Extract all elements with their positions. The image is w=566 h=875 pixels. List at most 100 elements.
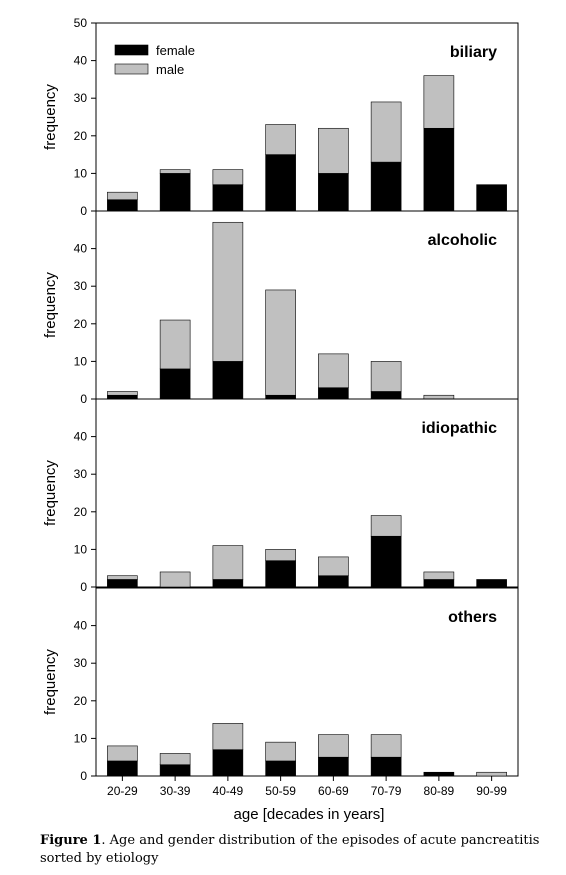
bar-male-alcoholic-70-79 — [370, 361, 402, 392]
figure-caption: Figure 1. Age and gender distribution of… — [40, 832, 550, 868]
bar-male-alcoholic-40-49 — [212, 221, 244, 362]
ytick-label: 0 — [80, 392, 87, 406]
bar-female-biliary-90-99 — [476, 184, 507, 212]
ytick-label: 40 — [74, 430, 88, 444]
bar-male-others-20-29 — [107, 745, 138, 762]
legend-label-male: male — [156, 62, 184, 77]
ytick-label: 20 — [74, 694, 88, 708]
bar-female-biliary-30-39 — [159, 173, 191, 212]
bar-male-others-50-59 — [265, 741, 296, 762]
caption-text: . Age and gender distribution of the epi… — [40, 833, 540, 866]
bar-female-biliary-50-59 — [265, 154, 296, 212]
x-axis-label: age [decades in years] — [234, 806, 385, 823]
ytick-label: 0 — [80, 769, 87, 783]
bar-female-idiopathic-50-59 — [265, 560, 296, 588]
xtick-label: 30-39 — [160, 784, 191, 798]
panel-title-idiopathic: idiopathic — [421, 420, 497, 437]
bar-female-idiopathic-40-49 — [212, 579, 244, 588]
legend-swatch-female — [114, 44, 149, 56]
ytick-label: 30 — [74, 656, 88, 670]
xtick-label: 20-29 — [107, 784, 138, 798]
bar-male-others-30-39 — [159, 753, 191, 766]
y-axis-label: frequency — [42, 460, 59, 526]
ytick-label: 40 — [74, 242, 88, 256]
ytick-label: 40 — [74, 619, 88, 633]
bar-male-alcoholic-80-89 — [423, 394, 455, 400]
ytick-label: 10 — [74, 166, 88, 180]
bar-female-idiopathic-70-79 — [370, 535, 402, 588]
y-axis-label: frequency — [42, 84, 59, 150]
panel-title-others: others — [448, 609, 497, 626]
bar-male-biliary-70-79 — [370, 101, 402, 163]
ytick-label: 30 — [74, 91, 88, 105]
xtick-label: 40-49 — [213, 784, 244, 798]
bar-female-others-40-49 — [212, 749, 244, 777]
xtick-label: 60-69 — [318, 784, 349, 798]
bar-male-idiopathic-20-29 — [107, 575, 138, 580]
bar-female-alcoholic-20-29 — [107, 394, 138, 400]
ytick-label: 20 — [74, 317, 88, 331]
bar-male-others-60-69 — [318, 734, 349, 758]
bar-male-biliary-40-49 — [212, 169, 244, 185]
bar-male-biliary-20-29 — [107, 191, 138, 201]
bar-male-others-40-49 — [212, 723, 244, 750]
bar-female-alcoholic-70-79 — [370, 391, 402, 400]
bar-male-idiopathic-60-69 — [318, 556, 349, 577]
bar-female-others-80-89 — [423, 771, 455, 777]
ytick-label: 10 — [74, 354, 88, 368]
bar-male-others-90-99 — [476, 771, 507, 777]
ytick-label: 20 — [74, 129, 88, 143]
ytick-label: 50 — [74, 16, 88, 30]
xtick-label: 90-99 — [476, 784, 507, 798]
bar-female-biliary-80-89 — [423, 127, 455, 212]
panel-title-biliary: biliary — [450, 44, 497, 61]
ytick-label: 30 — [74, 467, 88, 481]
ytick-label: 0 — [80, 204, 87, 218]
bar-male-idiopathic-80-89 — [423, 571, 455, 580]
bar-male-biliary-30-39 — [159, 169, 191, 174]
bar-male-alcoholic-20-29 — [107, 391, 138, 396]
bar-male-idiopathic-30-39 — [159, 571, 191, 588]
bar-male-alcoholic-50-59 — [265, 289, 296, 396]
bar-male-idiopathic-70-79 — [370, 515, 402, 537]
stacked-bar-chart: 0 10 20 30 40 50 frequency biliary 0 10 20 30 40 freq… — [42, 16, 519, 823]
bar-male-idiopathic-50-59 — [265, 549, 296, 561]
bar-female-biliary-40-49 — [212, 184, 244, 212]
legend-swatch-male — [114, 63, 149, 75]
xtick-label: 50-59 — [265, 784, 296, 798]
bar-male-alcoholic-30-39 — [159, 319, 191, 370]
bar-male-biliary-60-69 — [318, 127, 349, 174]
bar-female-biliary-60-69 — [318, 173, 349, 212]
bar-male-biliary-50-59 — [265, 124, 296, 155]
bar-female-idiopathic-90-99 — [476, 579, 507, 588]
ytick-label: 20 — [74, 505, 88, 519]
bar-female-biliary-20-29 — [107, 199, 138, 212]
bar-male-biliary-80-89 — [423, 75, 455, 129]
y-axis-label: frequency — [42, 649, 59, 715]
bar-female-alcoholic-50-59 — [265, 394, 296, 400]
ytick-label: 30 — [74, 279, 88, 293]
panel-frame-others — [95, 587, 519, 777]
ytick-label: 0 — [80, 580, 87, 594]
bar-male-others-70-79 — [370, 734, 402, 758]
bar-female-idiopathic-80-89 — [423, 579, 455, 588]
bar-female-others-60-69 — [318, 756, 349, 777]
xtick-label: 70-79 — [371, 784, 402, 798]
bar-female-alcoholic-60-69 — [318, 387, 349, 400]
legend-label-female: female — [156, 43, 195, 58]
caption-label: Figure 1 — [40, 833, 102, 848]
ytick-label: 40 — [74, 54, 88, 68]
bar-female-idiopathic-60-69 — [318, 575, 349, 588]
bar-female-others-20-29 — [107, 760, 138, 777]
xtick-label: 80-89 — [424, 784, 455, 798]
panel-frame-idiopathic — [95, 398, 519, 588]
bar-female-alcoholic-40-49 — [212, 361, 244, 400]
bar-male-alcoholic-60-69 — [318, 353, 349, 389]
bar-male-idiopathic-40-49 — [212, 545, 244, 580]
bar-female-biliary-70-79 — [370, 161, 402, 212]
bar-female-others-70-79 — [370, 756, 402, 777]
y-axis-label: frequency — [42, 272, 59, 338]
bar-female-idiopathic-20-29 — [107, 579, 138, 588]
bar-female-others-50-59 — [265, 760, 296, 777]
ytick-label: 10 — [74, 542, 88, 556]
